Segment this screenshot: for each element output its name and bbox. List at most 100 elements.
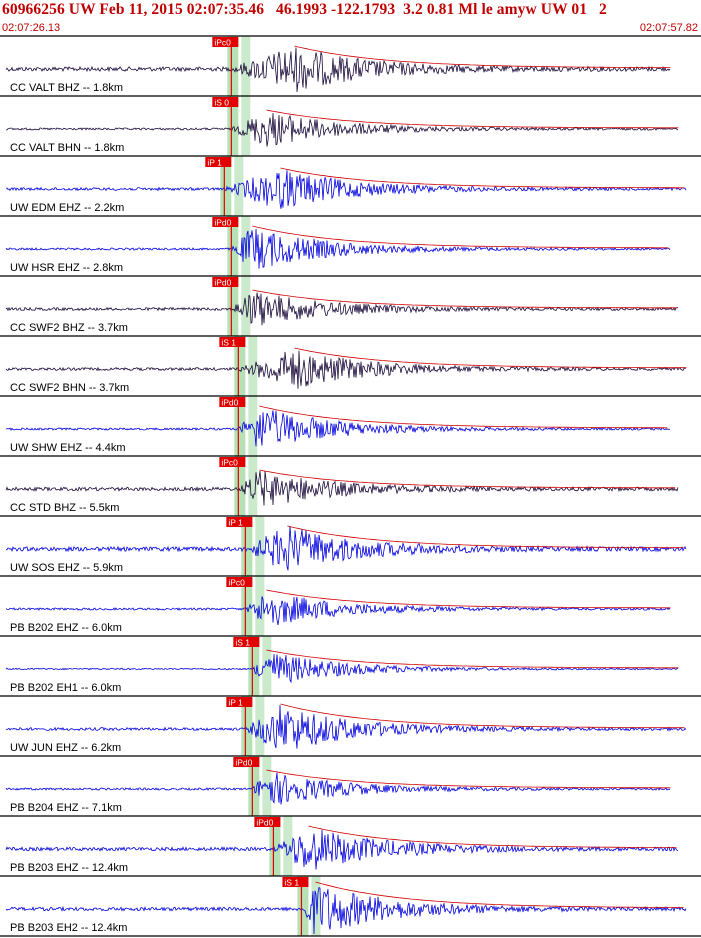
pick-window-a bbox=[241, 576, 253, 636]
pick-label: iS 0 bbox=[214, 98, 229, 108]
pick-label-box bbox=[212, 217, 239, 227]
station-label: PB B202 EH1 -- 6.0km bbox=[10, 682, 121, 694]
pick-label: iP 1 bbox=[228, 698, 243, 708]
station-label: CC VALT BHZ -- 1.8km bbox=[10, 82, 123, 94]
pick-label: iS 1 bbox=[284, 878, 299, 888]
pick-label-box bbox=[282, 877, 309, 887]
coda-envelope bbox=[280, 167, 685, 189]
pick-window-a bbox=[227, 276, 239, 336]
waveform-trace bbox=[6, 526, 687, 571]
station-label: PB B202 EHZ -- 6.0km bbox=[10, 622, 122, 634]
station-label: UW HSR EHZ -- 2.8km bbox=[10, 262, 123, 274]
station-label: UW SOS EHZ -- 5.9km bbox=[10, 562, 123, 574]
station-label: CC STD BHZ -- 5.5km bbox=[10, 502, 119, 514]
pick-label-box bbox=[212, 37, 239, 47]
pick-label: iS 1 bbox=[221, 338, 236, 348]
station-label: CC SWF2 BHZ -- 3.7km bbox=[10, 322, 128, 334]
waveform-trace bbox=[5, 113, 679, 147]
pick-label-box bbox=[205, 157, 232, 167]
coda-envelope bbox=[266, 589, 671, 609]
pick-label: iPd0 bbox=[221, 398, 238, 408]
pick-window-a bbox=[241, 516, 253, 576]
waveform-trace bbox=[5, 887, 687, 935]
pick-window-b bbox=[255, 516, 265, 576]
station-label: PB B203 EHZ -- 12.4km bbox=[10, 862, 128, 874]
pick-window-b bbox=[311, 876, 321, 936]
station-label: PB B203 EH2 -- 12.4km bbox=[10, 922, 127, 934]
pick-label: iPc0 bbox=[228, 578, 245, 588]
waveform-trace bbox=[6, 410, 671, 447]
waveform-trace bbox=[5, 350, 686, 389]
pick-window-b bbox=[255, 576, 265, 636]
coda-envelope bbox=[252, 225, 669, 249]
station-label: UW JUN EHZ -- 6.2km bbox=[10, 742, 121, 754]
pick-label-box bbox=[226, 577, 253, 587]
event-header-title: 60966256 UW Feb 11, 2015 02:07:35.46 46.… bbox=[2, 1, 607, 18]
pick-label-box bbox=[226, 517, 253, 527]
pick-label-box bbox=[254, 817, 281, 827]
pick-label-box bbox=[226, 697, 253, 707]
coda-envelope bbox=[266, 769, 671, 789]
pick-window-b bbox=[241, 96, 251, 156]
pick-label: iPc0 bbox=[214, 38, 231, 48]
pick-window-a bbox=[248, 756, 260, 816]
pick-label: iP 1 bbox=[228, 518, 243, 528]
coda-envelope bbox=[259, 405, 668, 429]
station-label: CC SWF2 BHN -- 3.7km bbox=[10, 382, 129, 394]
station-label: PB B204 EHZ -- 7.1km bbox=[10, 802, 122, 814]
pick-label: iPd0 bbox=[235, 758, 252, 768]
pick-window-b bbox=[241, 216, 251, 276]
end-time-label: 02:07:57.82 bbox=[639, 22, 698, 34]
pick-window-a bbox=[241, 696, 253, 756]
pick-label: iPc0 bbox=[221, 458, 238, 468]
coda-envelope bbox=[294, 347, 687, 369]
station-label: UW SHW EHZ -- 4.4km bbox=[10, 442, 126, 454]
coda-envelope bbox=[280, 703, 685, 729]
waveform-trace bbox=[5, 292, 679, 326]
pick-window-b bbox=[283, 816, 293, 876]
pick-label-box bbox=[219, 397, 246, 407]
coda-envelope bbox=[266, 109, 679, 129]
pick-label-box bbox=[233, 637, 260, 647]
coda-envelope bbox=[308, 825, 677, 848]
waveform-trace bbox=[5, 228, 671, 269]
pick-window-a bbox=[297, 876, 309, 936]
waveform-trace bbox=[5, 654, 678, 684]
waveform-trace bbox=[5, 704, 687, 749]
coda-envelope bbox=[294, 45, 671, 69]
pick-window-a bbox=[227, 96, 239, 156]
waveform-trace bbox=[5, 47, 671, 92]
pick-label-box bbox=[212, 97, 239, 107]
pick-window-b bbox=[248, 336, 258, 396]
pick-label: iPd0 bbox=[256, 818, 273, 828]
station-label: UW EDM EHZ -- 2.2km bbox=[10, 202, 124, 214]
waveform-trace bbox=[5, 596, 671, 626]
coda-envelope bbox=[259, 469, 676, 489]
coda-envelope bbox=[315, 881, 684, 908]
pick-label: iPd0 bbox=[214, 278, 231, 288]
pick-window-b bbox=[248, 456, 258, 516]
pick-window-a bbox=[234, 336, 246, 396]
coda-envelope bbox=[252, 289, 677, 309]
waveform-trace bbox=[5, 470, 679, 506]
pick-window-a bbox=[234, 396, 246, 456]
pick-window-a bbox=[248, 636, 260, 696]
pick-window-a bbox=[227, 36, 239, 96]
pick-window-b bbox=[262, 636, 272, 696]
start-time-label: 02:07:26.13 bbox=[2, 22, 61, 34]
pick-label-box bbox=[219, 337, 246, 347]
pick-label-box bbox=[212, 277, 239, 287]
pick-label: iPd0 bbox=[214, 218, 231, 228]
waveform-trace bbox=[5, 170, 687, 209]
pick-label-box bbox=[233, 757, 260, 767]
pick-label: iP 1 bbox=[207, 158, 222, 168]
pick-window-a bbox=[234, 456, 246, 516]
coda-envelope bbox=[287, 525, 684, 549]
station-label: CC VALT BHN -- 1.8km bbox=[10, 142, 124, 154]
waveform-trace bbox=[5, 772, 671, 805]
pick-window-a bbox=[269, 816, 281, 876]
coda-envelope bbox=[266, 649, 679, 669]
pick-label: iS 1 bbox=[235, 638, 250, 648]
